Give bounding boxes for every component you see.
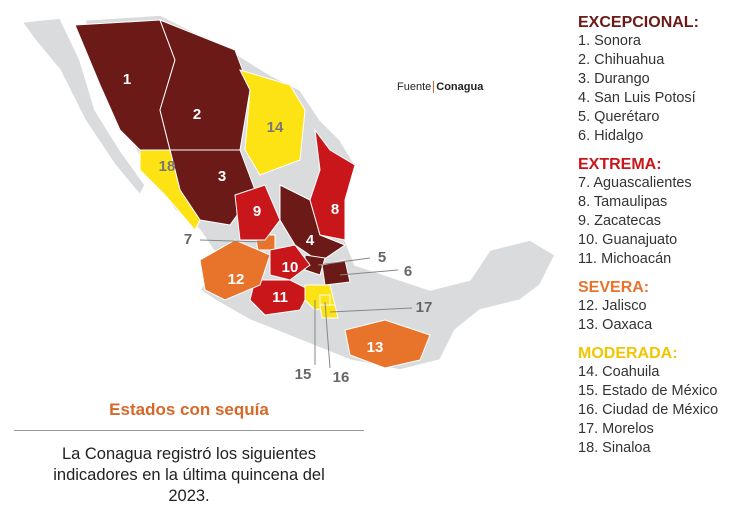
state — [139, 149, 201, 231]
legend-heading: SEVERA: — [578, 279, 650, 296]
description: La Conagua registró los siguientes indic… — [53, 445, 325, 505]
source-prefix: Fuente — [397, 81, 432, 93]
legend-item: 11. Michoacán — [578, 251, 672, 267]
legend-item: 12. Jalisco — [578, 298, 647, 314]
leader-lines — [199, 239, 413, 369]
legend-item: 13. Oaxaca — [578, 317, 653, 333]
state-label: 10 — [282, 259, 299, 276]
title: Estados con sequía — [109, 400, 269, 419]
state — [321, 259, 351, 286]
legend-heading: EXTREMA: — [578, 156, 662, 173]
legend-item: 3. Durango — [578, 71, 650, 87]
legend-item: 5. Querétaro — [578, 109, 660, 125]
state-label: 2 — [193, 106, 201, 123]
state — [344, 319, 431, 369]
legend-item: 6. Hidalgo — [578, 128, 644, 144]
state-label: 1 — [123, 71, 131, 88]
state-label: 17 — [416, 299, 433, 316]
state-label: 8 — [331, 201, 339, 218]
state-label: 5 — [378, 249, 386, 266]
state-label: 14 — [267, 119, 284, 136]
legend-item: 16. Ciudad de México — [578, 402, 719, 418]
state — [309, 128, 356, 241]
state-label: 13 — [367, 339, 384, 356]
state — [319, 304, 339, 319]
legend-item: 15. Estado de México — [578, 383, 718, 399]
legend-item: 10. Guanajuato — [578, 232, 678, 248]
state-label: 16 — [333, 369, 350, 386]
legend-item: 2. Chihuahua — [578, 52, 665, 68]
state-label: 15 — [295, 366, 312, 383]
legend-item: 14. Coahuila — [578, 364, 660, 380]
divider — [14, 430, 364, 431]
legend-item: 17. Morelos — [578, 421, 654, 437]
legend: EXCEPCIONAL: 1. Sonora 2. Chihuahua 3. Dura… — [578, 14, 748, 458]
legend-item: 7. Aguascalientes — [578, 175, 692, 191]
state — [249, 279, 311, 316]
state — [159, 19, 251, 151]
state-label: 7 — [184, 231, 192, 248]
state-label: 9 — [253, 203, 261, 220]
legend-item: 4. San Luis Potosí — [578, 90, 696, 106]
source-name: Conagua — [436, 81, 484, 93]
state — [269, 244, 311, 281]
state-label: 12 — [228, 271, 245, 288]
state — [234, 184, 281, 241]
state-label: 11 — [272, 289, 288, 306]
state-label: 18 — [159, 158, 176, 175]
legend-item: 9. Zacatecas — [578, 213, 662, 229]
legend-heading: MODERADA: — [578, 345, 678, 362]
legend-item: 18. Sinaloa — [578, 440, 651, 456]
state — [199, 239, 271, 301]
state-label: 3 — [218, 168, 226, 185]
source: Fuente Conagua — [397, 81, 483, 93]
state-label: 6 — [404, 263, 412, 280]
state-label: 4 — [306, 232, 315, 249]
legend-item: 8. Tamaulipas — [578, 194, 668, 210]
legend-heading: EXCEPCIONAL: — [578, 14, 699, 31]
state — [239, 69, 306, 176]
legend-item: 1. Sonora — [578, 33, 641, 49]
